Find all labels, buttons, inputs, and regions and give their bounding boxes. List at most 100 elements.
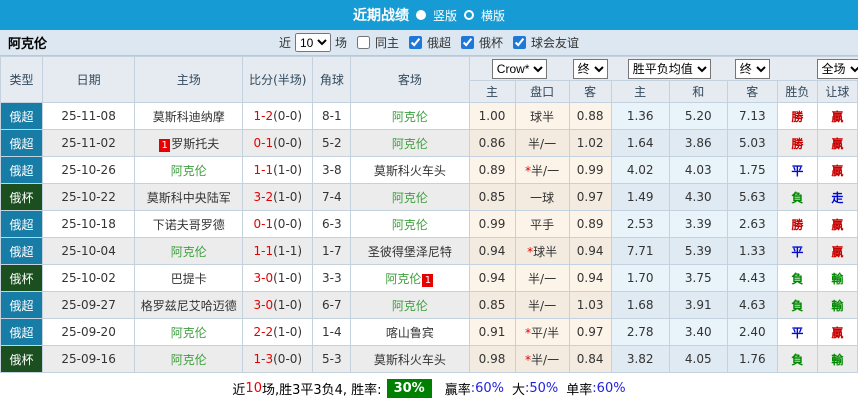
team-name-text: 巴提卡 xyxy=(170,271,207,286)
odds-line: 平手 xyxy=(514,210,570,238)
corner-count: 8-1 xyxy=(312,102,352,130)
odds-away: 0.97 xyxy=(568,183,612,211)
odds-away: 1.02 xyxy=(568,129,612,157)
near-label: 近 xyxy=(278,36,291,50)
average-select[interactable]: 胜平负均值 xyxy=(627,58,711,79)
russian-cup-label: 俄杯 xyxy=(479,36,504,50)
odds-away: 0.89 xyxy=(568,210,612,238)
handicap-win-rate-value: :60% xyxy=(470,381,504,396)
avg-draw: 5.39 xyxy=(668,237,728,265)
corner-count: 3-3 xyxy=(312,264,352,292)
avg-home: 7.71 xyxy=(610,237,670,265)
avg-draw: 4.05 xyxy=(668,345,728,373)
corner-count: 1-7 xyxy=(312,237,352,265)
col-header-corner: 角球 xyxy=(312,56,352,103)
col-header-home: 主场 xyxy=(134,56,244,103)
live-odds-star: * xyxy=(525,352,532,367)
match-count-select[interactable]: 10 xyxy=(294,33,331,52)
russian-cup-checkbox[interactable] xyxy=(461,36,475,49)
team-name-text: 格罗兹尼艾哈迈德 xyxy=(140,298,237,313)
half-time-score: (0-0) xyxy=(273,109,303,123)
match-score: 1-1(1-1) xyxy=(242,237,314,265)
odds-home: 0.98 xyxy=(468,345,516,373)
home-team: 莫斯科迪纳摩 xyxy=(134,102,244,130)
match-score: 1-1(1-0) xyxy=(242,156,314,184)
win-rate-badge: 30% xyxy=(386,379,432,398)
avg-home: 1.64 xyxy=(610,129,670,157)
result-cell: 勝 xyxy=(776,210,818,238)
average-stage-select[interactable]: 终 xyxy=(734,58,770,79)
team-name-text: 莫斯科火车头 xyxy=(373,352,446,367)
home-team: 阿克伦 xyxy=(134,318,244,346)
avg-home: 1.36 xyxy=(610,102,670,130)
handicap-result-cell: 贏 xyxy=(816,129,858,157)
avg-away: 1.33 xyxy=(726,237,778,265)
vertical-layout-radio[interactable] xyxy=(415,10,426,20)
result-cell: 勝 xyxy=(776,102,818,130)
league-badge: 俄杯 xyxy=(0,345,44,373)
scope-select[interactable]: 全场 xyxy=(816,58,858,79)
handicap-line-text: 平/半 xyxy=(531,325,560,340)
full-time-score: 1-3 xyxy=(253,352,274,366)
odds-line: 球半 xyxy=(514,102,570,130)
avg-away: 1.76 xyxy=(726,345,778,373)
home-team: 1 罗斯托夫 xyxy=(134,129,244,157)
bookmaker-select[interactable]: Crow* xyxy=(491,58,547,79)
match-date: 25-09-20 xyxy=(42,318,136,346)
full-time-score: 3-0 xyxy=(253,298,274,312)
full-time-score: 3-0 xyxy=(253,271,274,285)
avg-draw: 3.39 xyxy=(668,210,728,238)
table-row: 俄超 25-10-18 下诺夫哥罗德 0-1(0-0) 6-3 阿克伦 0.99 平手 0.89… xyxy=(0,210,858,238)
vertical-layout-label: 竖版 xyxy=(432,8,457,23)
russian-premier-checkbox[interactable] xyxy=(409,36,422,49)
odds-away: 0.99 xyxy=(568,156,612,184)
match-date: 25-10-04 xyxy=(42,237,136,265)
away-team: 阿克伦 xyxy=(350,129,470,157)
team-name-text: 阿克伦 xyxy=(170,325,207,340)
odds-line: *半/一 xyxy=(514,156,570,184)
club-friendly-checkbox[interactable] xyxy=(513,36,527,49)
avg-draw: 3.86 xyxy=(668,129,728,157)
match-score: 0-1(0-0) xyxy=(242,210,314,238)
odds-line: 一球 xyxy=(514,183,570,211)
bookmaker-stage-select[interactable]: 终 xyxy=(572,58,608,79)
handicap-result-cell: 贏 xyxy=(816,318,858,346)
avg-draw: 3.75 xyxy=(668,264,728,292)
match-date: 25-10-18 xyxy=(42,210,136,238)
away-team: 阿克伦 xyxy=(350,291,470,319)
match-score: 1-3(0-0) xyxy=(242,345,314,373)
odds-away: 0.94 xyxy=(568,237,612,265)
over-rate-value: :50% xyxy=(525,381,559,396)
corner-count: 6-3 xyxy=(312,210,352,238)
league-badge: 俄杯 xyxy=(0,264,44,292)
match-date: 25-11-08 xyxy=(42,102,136,130)
avg-draw: 4.30 xyxy=(668,183,728,211)
odds-away: 0.97 xyxy=(568,318,612,346)
summary-count: 10 xyxy=(245,381,262,396)
same-home-checkbox[interactable] xyxy=(356,36,370,49)
team-name-text: 阿克伦 xyxy=(391,109,428,124)
over-rate-label: 大 xyxy=(511,383,525,398)
result-cell: 勝 xyxy=(776,129,818,157)
half-time-score: (0-0) xyxy=(273,136,303,150)
avg-draw: 3.40 xyxy=(668,318,728,346)
handicap-line-text: 半/一 xyxy=(528,298,557,313)
home-team: 下诺夫哥罗德 xyxy=(134,210,244,238)
match-date: 25-09-27 xyxy=(42,291,136,319)
odd-rate-label: 单率 xyxy=(566,383,593,398)
league-badge: 俄超 xyxy=(0,102,44,130)
team-name-text: 下诺夫哥罗德 xyxy=(152,217,225,232)
summary-bar: 近 10 场,胜3平3负4, 胜率: 30% 贏率:60% 大:50% 单率:60% xyxy=(0,373,858,403)
col-header-handicap-result: 让球 xyxy=(816,80,858,103)
table-row: 俄杯 25-10-22 莫斯科中央陆军 3-2(1-0) 7-4 阿克伦 0.85 一球 0.9… xyxy=(0,183,858,211)
team-name-text: 阿克伦 xyxy=(385,271,422,286)
horizontal-layout-radio[interactable] xyxy=(464,10,474,20)
away-team: 圣彼得堡泽尼特 xyxy=(350,237,470,265)
corner-count: 5-3 xyxy=(312,345,352,373)
home-team: 巴提卡 xyxy=(134,264,244,292)
col-header-score: 比分(半场) xyxy=(242,56,314,103)
team-name-text: 阿克伦 xyxy=(391,190,428,205)
corner-count: 1-4 xyxy=(312,318,352,346)
team-name: 阿克伦 xyxy=(8,37,48,52)
odds-away: 0.88 xyxy=(568,102,612,130)
